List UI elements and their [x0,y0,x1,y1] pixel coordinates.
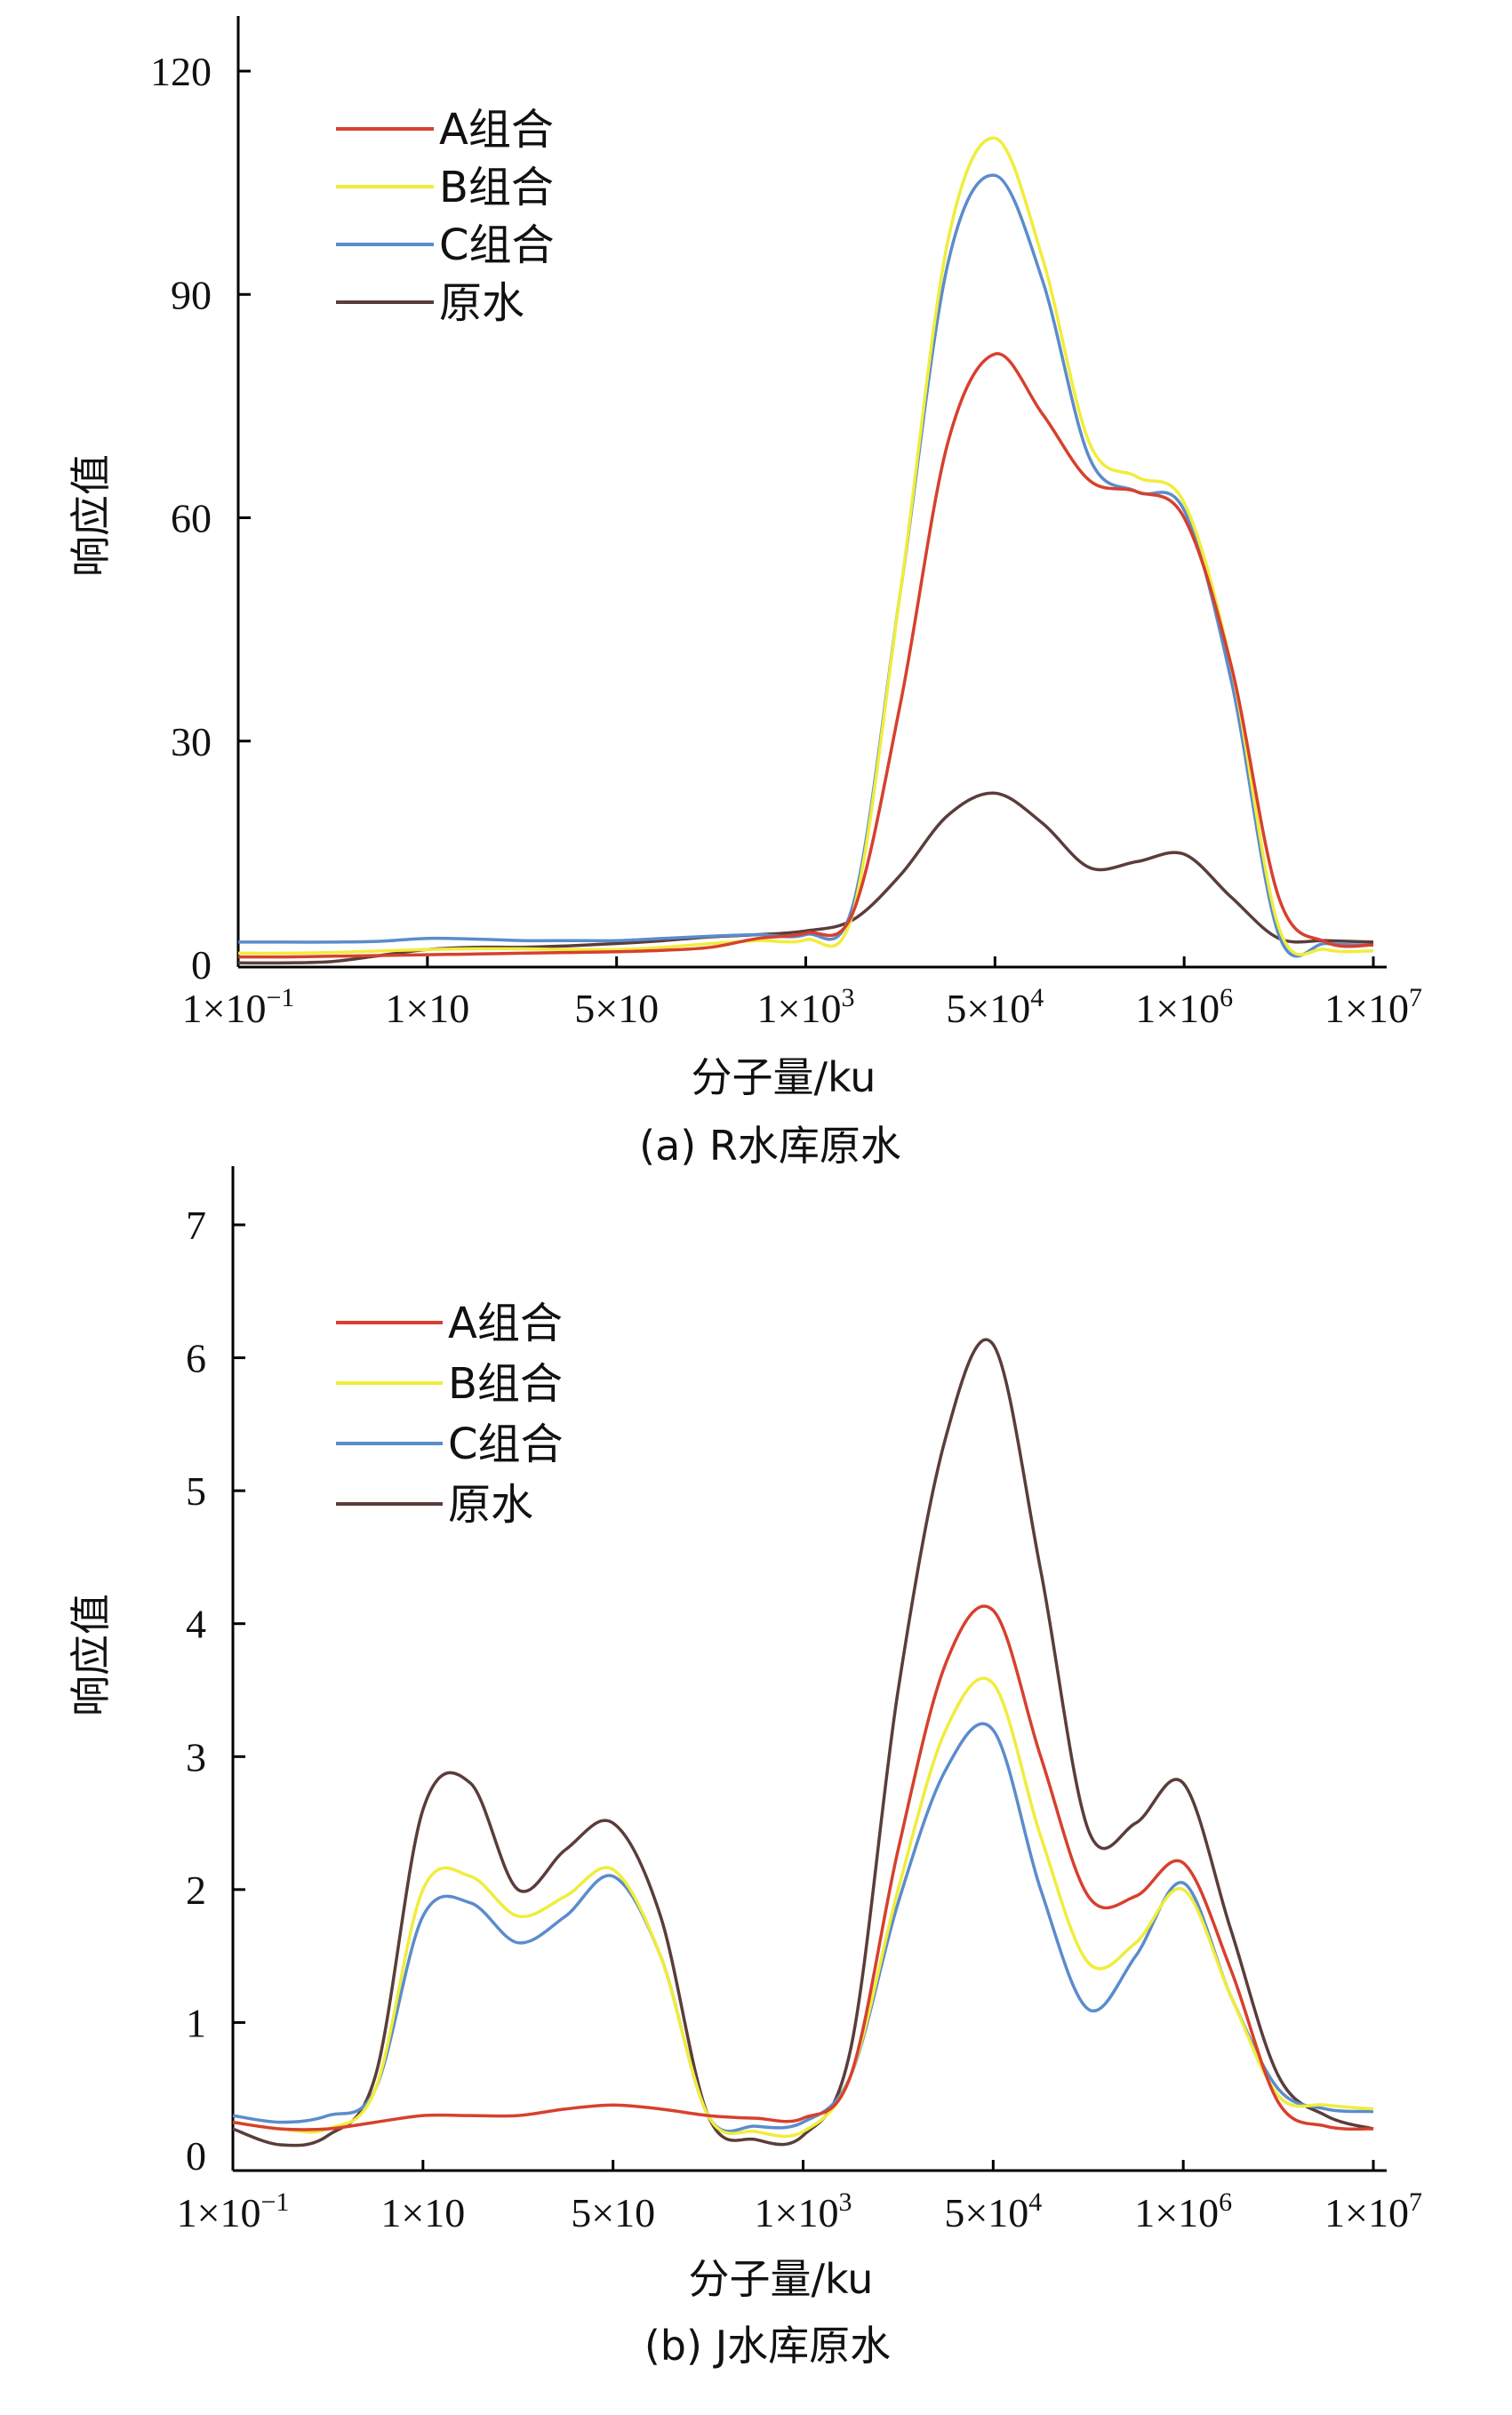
series-line [232,1722,1374,2133]
x-tick-label: 1×107 [1324,983,1422,1031]
y-tick-label: 30 [171,719,212,764]
x-tick-label: 1×106 [1135,983,1233,1031]
y-tick-label: 120 [150,49,212,94]
legend-label: B组合 [439,163,554,212]
x-tick-label: 1×10−1 [177,2187,290,2235]
series-line [232,1338,1374,2147]
x-tick-label: 1×103 [755,2187,852,2235]
y-tick-label: 0 [186,2133,206,2179]
x-tick-label: 1×10 [385,986,469,1031]
legend-label: A组合 [448,1299,563,1348]
y-tick-label: 4 [186,1602,206,1647]
legend-label: C组合 [448,1419,564,1469]
y-tick-label: 60 [171,496,212,541]
series-line [237,352,1374,959]
x-tick-label: 1×106 [1134,2187,1232,2235]
series-line [237,791,1374,965]
y-tick-label: 2 [186,1867,206,1913]
y-axis-label: 响应值 [67,1594,115,1716]
y-tick-label: 90 [171,272,212,317]
x-tick-label: 5×10 [574,986,659,1031]
x-axis-label: 分子量/ku [689,2255,874,2303]
y-axis-label: 响应值 [67,454,115,577]
y-tick-label: 1 [186,2000,206,2045]
x-tick-label: 1×10 [380,2190,465,2235]
chart-caption: (b) J水库原水 [644,2322,891,2370]
y-tick-label: 5 [186,1468,206,1514]
x-tick-label: 5×104 [946,983,1044,1031]
series-line [237,136,1374,956]
y-tick-label: 7 [186,1203,206,1248]
y-tick-label: 6 [186,1336,206,1381]
legend-label: C组合 [439,220,555,270]
legend-label: 原水 [448,1480,533,1530]
chart-caption: (a) R水库原水 [639,1122,901,1170]
series-line [232,1604,1374,2131]
x-tick-label: 1×10−1 [182,983,295,1031]
chart-b: 0 1 2 3 4 5 6 7 1×10−1 1×10 5×10 1×103 5×104 1×106 1×1… [67,1166,1422,2370]
x-axis-label: 分子量/ku [692,1053,876,1101]
chart-a: 0 30 60 90 120 1×10−1 1×10 5×10 1×103 5×104 1×106 1… [67,16,1422,1170]
y-tick-label: 3 [186,1734,206,1779]
x-tick-label: 1×107 [1324,2187,1422,2235]
legend-label: 原水 [439,278,524,328]
legend-label: A组合 [439,105,554,155]
legend-label: B组合 [448,1359,563,1409]
x-tick-label: 5×10 [571,2190,655,2235]
x-tick-label: 5×104 [944,2187,1042,2235]
y-tick-label: 0 [191,942,212,988]
x-tick-label: 1×103 [757,983,855,1031]
series-group [237,136,1374,965]
series-group [232,1338,1374,2147]
